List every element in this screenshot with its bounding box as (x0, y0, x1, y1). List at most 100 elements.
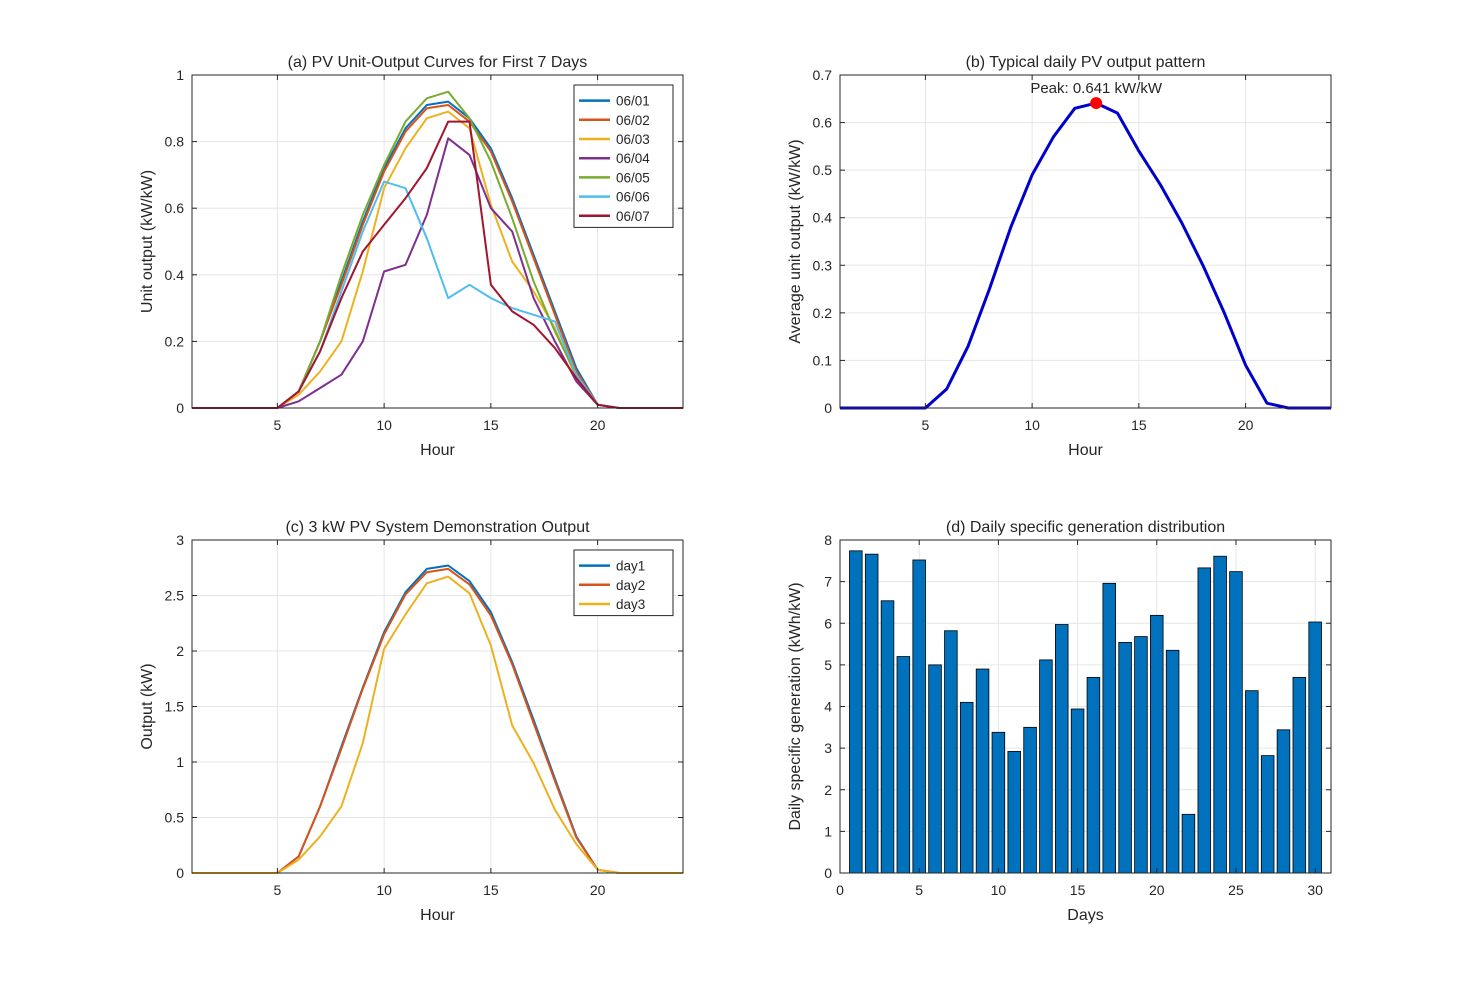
x-tick-label: 10 (1024, 417, 1040, 433)
axes-box (839, 74, 1332, 409)
legend-label: 06/05 (616, 170, 650, 185)
panel-a: 5 10 15 20 0 0.2 0.4 0.6 0.8 1 (a) PV Unit-Output … (139, 54, 684, 459)
x-tick-label: 15 (1131, 417, 1147, 433)
bar-day-30 (1308, 621, 1322, 874)
legend-label: day1 (616, 559, 645, 574)
x-tick-label: 25 (1228, 882, 1244, 898)
bar-day-17 (1102, 582, 1116, 874)
bar-day-6 (928, 664, 942, 874)
legend-label: 06/03 (616, 132, 650, 147)
bar-day-1 (849, 550, 863, 874)
bar-day-14 (1055, 624, 1069, 874)
y-tick-label: 0.4 (813, 210, 833, 226)
x-tick-label: 20 (590, 882, 606, 898)
chart-title: (b) Typical daily PV output pattern (966, 54, 1206, 71)
bar-day-12 (1023, 726, 1037, 874)
chart-title: (c) 3 kW PV System Demonstration Output (285, 519, 590, 536)
legend-label: 06/04 (616, 151, 650, 166)
peak-marker (1090, 97, 1103, 110)
y-tick-label: 0 (824, 865, 832, 881)
bar-day-23 (1197, 567, 1212, 874)
y-tick-label: 0.2 (813, 305, 833, 321)
x-axis-label: Hour (420, 442, 455, 459)
x-tick-label: 5 (273, 882, 281, 898)
x-tick-label: 15 (483, 417, 499, 433)
bar-day-19 (1134, 636, 1148, 874)
x-tick-label: 20 (590, 417, 606, 433)
y-tick-label: 4 (824, 699, 832, 715)
bar-day-3 (880, 600, 895, 874)
bar-day-2 (864, 553, 879, 874)
y-tick-label: 2.5 (165, 588, 185, 604)
y-tick-label: 0.1 (813, 352, 833, 368)
y-tick-label: 1 (176, 754, 184, 770)
legend-label: 06/07 (616, 209, 650, 224)
x-tick-label: 20 (1149, 882, 1165, 898)
y-tick-label: 2 (824, 782, 832, 798)
x-axis-label: Hour (1068, 442, 1103, 459)
y-tick-label: 0.2 (165, 333, 185, 349)
bar-day-29 (1292, 676, 1307, 874)
bar-day-9 (975, 668, 990, 874)
x-tick-label: 5 (921, 417, 929, 433)
bar-day-21 (1165, 649, 1180, 874)
x-tick-label: 30 (1307, 882, 1323, 898)
chart-title: (a) PV Unit-Output Curves for First 7 Da… (288, 54, 588, 71)
panel-c: 5 10 15 20 0 0.5 1 1.5 2 2.5 3 (c) 3 kW PV System D… (139, 519, 684, 924)
bar-day-11 (1007, 751, 1021, 874)
bar-day-16 (1086, 676, 1101, 874)
peak-label: Peak: 0.641 kW/kW (1030, 80, 1163, 97)
x-tick-label: 10 (376, 417, 392, 433)
x-tick-label: 10 (991, 882, 1007, 898)
y-tick-label: 0.5 (165, 810, 185, 826)
legend-label: 06/06 (616, 190, 650, 205)
legend-label: 06/01 (616, 94, 650, 109)
y-tick-label: 6 (824, 615, 832, 631)
x-tick-label: 5 (273, 417, 281, 433)
x-tick-label: 15 (1070, 882, 1086, 898)
legend-box (573, 84, 674, 228)
y-axis-label: Unit output (kW/kW) (139, 170, 156, 313)
x-tick-label: 15 (483, 882, 499, 898)
bar-day-28 (1276, 729, 1291, 874)
x-tick-label: 10 (376, 882, 392, 898)
y-tick-label: 0 (824, 400, 832, 416)
bar-day-15 (1070, 708, 1085, 874)
legend-label: 06/02 (616, 113, 650, 128)
bar-day-26 (1245, 690, 1259, 874)
bar-day-18 (1118, 641, 1132, 874)
y-tick-label: 0 (176, 865, 184, 881)
bar-day-22 (1181, 813, 1196, 874)
legend-label: day3 (616, 597, 645, 612)
x-tick-label: 5 (915, 882, 923, 898)
bar-day-13 (1039, 659, 1053, 874)
plot-area (840, 75, 1331, 408)
y-tick-label: 1.5 (165, 699, 185, 715)
bar-day-10 (991, 731, 1006, 874)
y-tick-label: 5 (824, 657, 832, 673)
x-tick-label: 20 (1238, 417, 1254, 433)
bar-day-24 (1213, 555, 1227, 874)
legend: day1 day2 day3 (573, 549, 674, 617)
bar-day-8 (959, 701, 974, 874)
y-tick-label: 0.3 (813, 257, 833, 273)
y-axis-label: Output (kW) (139, 663, 156, 749)
x-axis-label: Hour (420, 907, 455, 924)
y-tick-label: 1 (824, 823, 832, 839)
panel-d: 0 5 10 15 20 25 30 0 1 2 3 4 5 6 7 8 (d) Daily specific … (787, 519, 1332, 924)
chart-title: (d) Daily specific generation distributi… (946, 519, 1225, 536)
legend-box (573, 549, 674, 617)
y-tick-label: 8 (824, 532, 832, 548)
y-tick-label: 0.8 (165, 134, 185, 150)
x-tick-label: 0 (836, 882, 844, 898)
y-tick-label: 0.6 (813, 115, 833, 131)
bar-day-7 (944, 630, 958, 874)
y-axis-label: Daily specific generation (kWh/kW) (787, 582, 804, 830)
x-axis-label: Days (1067, 907, 1103, 924)
y-tick-label: 0 (176, 400, 184, 416)
y-tick-label: 0.7 (813, 67, 833, 83)
y-tick-label: 0.4 (165, 267, 185, 283)
y-tick-label: 3 (176, 532, 184, 548)
legend-label: day2 (616, 578, 645, 593)
